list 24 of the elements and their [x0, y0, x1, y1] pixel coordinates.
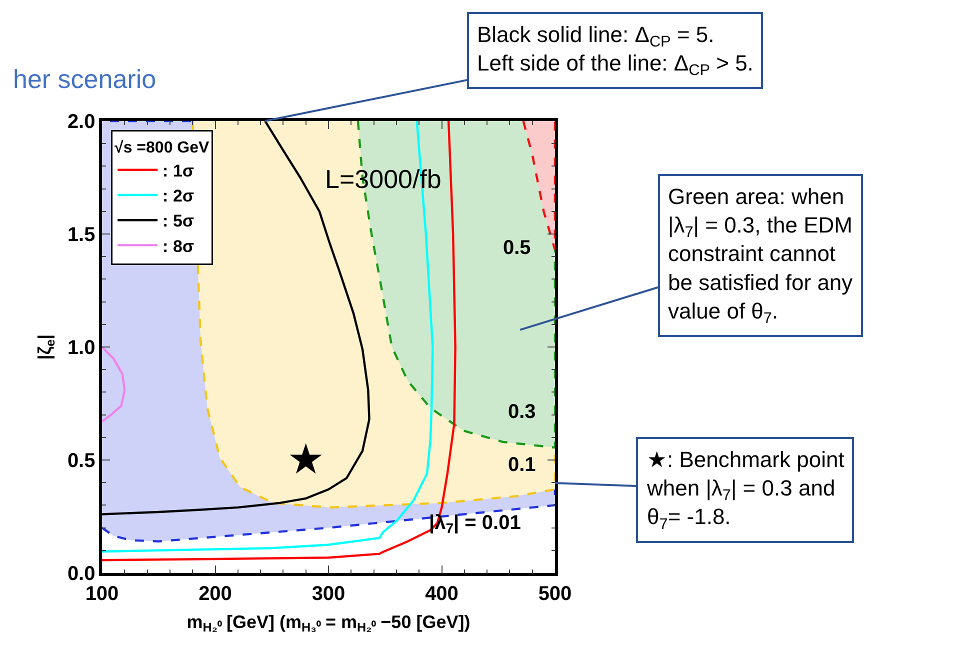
y-tick-label: 2.0	[67, 111, 96, 133]
annotation: 0.5	[503, 237, 531, 259]
annotation: 0.3	[508, 401, 536, 423]
legend-label: : 5σ	[162, 212, 194, 231]
y-tick-label: 1.5	[67, 224, 96, 246]
x-axis-title: m$_{H₂⁰}$ [GeV] (m$_{H₃⁰}$ = m$_{H₂⁰}$ −50 [GeV])	[186, 612, 470, 635]
x-tick-label: 400	[425, 582, 458, 605]
annotation: 0.1	[508, 454, 536, 476]
x-tick-label: 100	[85, 582, 119, 605]
x-tick-label: 300	[312, 582, 346, 605]
text: Green area: when |λ$_{7}$| = 0.3, the EDM constraint cannot be satisfied for any value of θ$_{7}$.	[668, 184, 853, 328]
y-tick-label: 0.0	[67, 563, 96, 585]
y-tick-label: 0.5	[67, 450, 96, 472]
text: her scenario	[13, 64, 156, 94]
text: ★: Benchmark point when |λ$_{7}$| = 0.3 and θ$_{7}$= -1.8.	[647, 447, 844, 533]
annotation: Black solid line: Δ$_{CP}$ = 5. Left side of the line: Δ$_{CP}$ > 5.	[477, 22, 754, 80]
y-tick-label: 1.0	[67, 337, 96, 359]
legend-title: √s =800 GeV	[114, 139, 210, 156]
line-series	[102, 346, 126, 423]
x-tick-label: 200	[198, 582, 232, 605]
legend-label: : 8σ	[162, 236, 194, 256]
x-tick-label: 500	[538, 582, 572, 605]
legend-label: : 2σ	[162, 186, 194, 206]
legend-label: : 1σ	[162, 162, 194, 181]
